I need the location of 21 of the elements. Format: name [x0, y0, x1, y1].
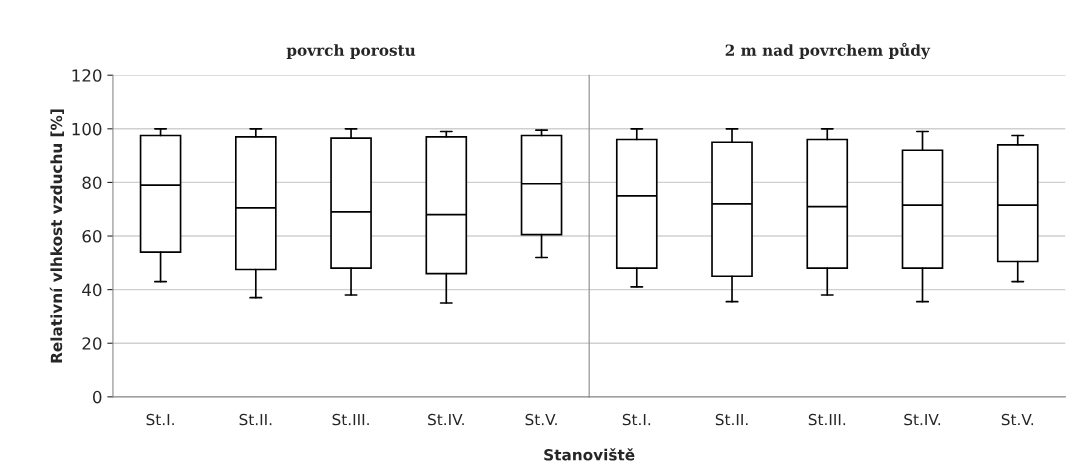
- y-axis-title: Relativní vlhkost vzduchu [%]: [49, 109, 64, 363]
- y-tick-label: 20: [82, 337, 102, 350]
- y-tick-label: 120: [72, 69, 102, 82]
- x-tick-label: St.IV.: [428, 413, 464, 426]
- x-tick-label: St.III.: [332, 413, 369, 426]
- y-tick-label: 0: [93, 390, 102, 404]
- y-tick-label: 60: [82, 229, 102, 243]
- y-tick-label: 100: [72, 122, 102, 136]
- x-tick-label: St.IV.: [904, 413, 941, 426]
- y-tick-label: 40: [82, 283, 102, 297]
- x-tick-label: St.II.: [239, 413, 272, 426]
- x-axis-title: Stanoviště: [544, 448, 635, 461]
- y-tick-label: 80: [82, 176, 102, 189]
- x-tick-label: St.V.: [1001, 413, 1034, 426]
- chart-title: povrch porostu: [286, 44, 416, 59]
- x-tick-label: St.II.: [715, 413, 748, 426]
- x-tick-label: St.I.: [146, 413, 174, 426]
- x-tick-label: St.I.: [622, 413, 651, 426]
- x-tick-label: St.III.: [808, 413, 846, 426]
- chart-title: 2 m nad povrchem půdy: [725, 42, 931, 60]
- x-tick-label: St.V.: [525, 413, 557, 426]
